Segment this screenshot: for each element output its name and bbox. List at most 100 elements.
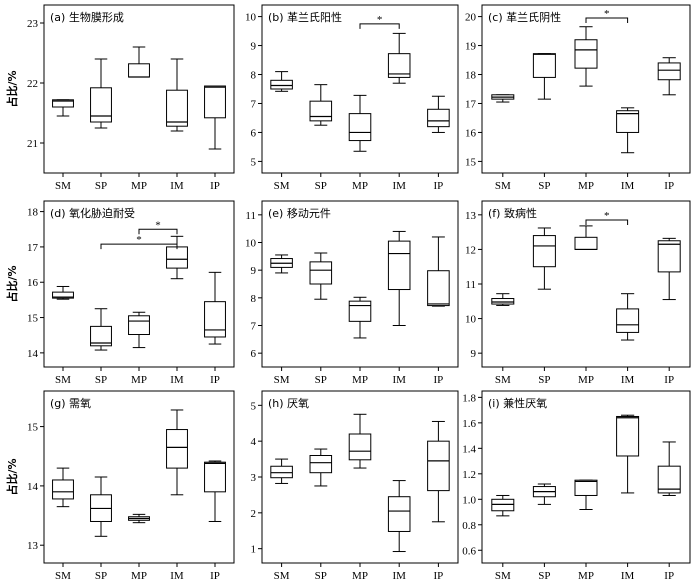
x-tick-label: IM [392, 374, 406, 386]
bracket-line [585, 219, 629, 226]
y-tick-label: 4 [251, 436, 257, 448]
box-SM [270, 254, 293, 274]
box-SP [532, 53, 556, 100]
iqr-box [657, 240, 681, 273]
panel-2: (b) 革兰氏阳性 5 6 7 8 9 10 SM SP MP IM IP * [245, 4, 459, 192]
x-tick-label: IM [392, 180, 406, 192]
box-IM [166, 409, 188, 496]
significance-star: * [377, 14, 383, 26]
x-tick-label: IP [664, 180, 674, 192]
iqr-box [166, 89, 188, 127]
box-IP [657, 57, 681, 96]
x-tick-label: SM [495, 374, 511, 386]
panel-6: (f) 致病性 9 10 11 12 13 SM SP MP IM IP * [465, 200, 691, 386]
box-SM [270, 458, 293, 484]
x-tick-label: MP [352, 180, 368, 192]
y-tick-label: 13 [27, 540, 39, 552]
iqr-box [616, 308, 640, 333]
box-IP [657, 441, 681, 496]
x-tick-label: SM [55, 180, 71, 192]
y-tick-label: 10 [465, 314, 477, 326]
panel-4: (d) 氧化胁迫耐受 14 15 16 17 18 SM SP MP IM IP 占比/% * * [5, 200, 235, 386]
x-tick-label: IP [434, 180, 444, 192]
y-tick-label: 22 [27, 78, 38, 90]
panel-title: (c) 革兰氏阴性 [488, 10, 561, 24]
box-MP [574, 479, 598, 510]
iqr-box [309, 100, 333, 122]
significance-bracket: * [138, 219, 178, 235]
y-tick-label: 17 [465, 98, 477, 110]
y-tick-label: 6 [251, 127, 257, 139]
iqr-box [309, 261, 333, 285]
x-tick-label: MP [352, 374, 368, 386]
panel-5: (e) 移动元件 6 7 8 9 10 11 SM SP MP IM IP [245, 200, 459, 386]
box-MP [128, 311, 150, 349]
box-SM [491, 494, 515, 517]
x-tick-label: IM [621, 180, 635, 192]
panel-title: (g) 需氧 [50, 396, 91, 410]
y-tick-label: 1 [251, 544, 257, 556]
x-tick-label: SM [274, 180, 290, 192]
box-SM [52, 285, 74, 300]
box-SM [52, 99, 74, 117]
y-tick-label: 7 [251, 321, 257, 333]
iqr-box [204, 301, 226, 338]
box-IP [204, 460, 226, 522]
y-tick-label: 10 [245, 238, 257, 250]
x-tick-label: IM [170, 374, 184, 386]
y-tick-label: 8 [251, 70, 257, 82]
box-MP [574, 225, 598, 251]
iqr-box [387, 53, 411, 78]
box-MP [348, 296, 372, 339]
iqr-box [574, 479, 598, 496]
iqr-box [532, 235, 556, 268]
x-tick-label: SP [95, 570, 107, 582]
box-MP [128, 513, 150, 524]
iqr-box [90, 87, 112, 123]
significance-star: * [136, 234, 142, 246]
x-tick-label: MP [578, 570, 594, 582]
significance-star: * [604, 210, 610, 222]
panel-title: (d) 氧化胁迫耐受 [50, 206, 135, 220]
y-axis-label: 占比/% [5, 70, 19, 107]
panel-8: (h) 厌氧 1 2 3 4 5 SM SP MP IM IP [251, 390, 459, 582]
iqr-box [657, 465, 681, 494]
significance-bracket: * [585, 210, 629, 226]
iqr-box [616, 110, 640, 133]
significance-star: * [604, 8, 610, 20]
y-tick-label: 1.0 [462, 494, 476, 506]
iqr-box [491, 298, 515, 305]
iqr-box [387, 240, 411, 291]
x-tick-label: MP [578, 374, 594, 386]
box-MP [128, 46, 150, 78]
y-tick-label: 0.8 [462, 520, 476, 532]
box-SP [532, 483, 556, 505]
panel-title: (h) 厌氧 [268, 396, 309, 410]
x-tick-label: SM [55, 570, 71, 582]
y-tick-label: 2 [251, 508, 257, 520]
box-IP [427, 420, 450, 523]
x-tick-label: IM [170, 180, 184, 192]
y-tick-label: 5 [251, 400, 257, 412]
iqr-box [348, 300, 372, 322]
box-IP [427, 95, 450, 133]
box-SM [270, 71, 293, 92]
iqr-box [427, 270, 450, 307]
x-tick-label: SP [315, 570, 327, 582]
x-tick-label: IM [392, 570, 406, 582]
panel-title: (f) 致病性 [488, 206, 537, 220]
y-tick-label: 8 [251, 293, 257, 305]
iqr-box [309, 455, 333, 474]
iqr-box [387, 496, 411, 532]
y-tick-label: 1.2 [462, 469, 476, 481]
iqr-box [204, 461, 226, 493]
y-tick-label: 9 [251, 41, 257, 53]
x-tick-label: SM [274, 570, 290, 582]
y-tick-label: 18 [465, 70, 477, 82]
box-SP [532, 227, 556, 290]
box-IM [616, 293, 640, 341]
y-axis-label: 占比/% [5, 265, 19, 302]
x-tick-label: SP [538, 570, 550, 582]
box-IP [204, 271, 226, 345]
iqr-box [348, 113, 372, 142]
